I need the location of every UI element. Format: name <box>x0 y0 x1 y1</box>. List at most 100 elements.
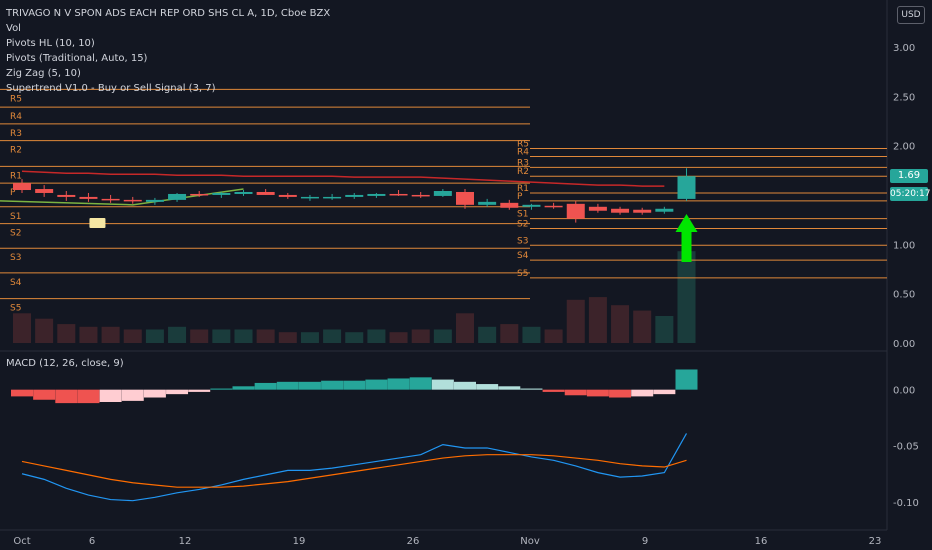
macd-histogram-bar <box>321 380 344 390</box>
volume-bars <box>13 251 696 343</box>
pivot-label-r1: R1 <box>10 171 22 181</box>
pivot-label-right-s3: S3 <box>517 236 528 246</box>
candle <box>323 196 342 199</box>
pivot-label-s5: S5 <box>10 304 21 314</box>
candle <box>278 194 297 197</box>
macd-tick-label: -0.10 <box>893 498 919 509</box>
volume-bar <box>389 332 408 343</box>
candle <box>300 196 319 199</box>
signal-arrows <box>89 214 698 262</box>
volume-bar <box>300 332 319 343</box>
volume-bar <box>456 313 474 343</box>
buy-signal-arrow <box>675 214 698 262</box>
currency-button[interactable]: USD <box>897 6 925 24</box>
time-tick-label: 9 <box>642 536 648 547</box>
volume-bar <box>79 326 98 343</box>
macd-histogram-bar <box>188 389 211 392</box>
pivot-label-right-s5: S5 <box>517 269 528 279</box>
symbol-title[interactable]: TRIVAGO N V SPON ADS EACH REP ORD SHS CL… <box>6 8 331 19</box>
macd-histogram-bar <box>166 389 189 395</box>
macd-histogram-bar <box>675 369 698 390</box>
candle <box>13 183 31 191</box>
volume-bar <box>544 329 563 343</box>
pivot-label-right-r2: R2 <box>517 167 529 177</box>
time-tick-label: 6 <box>89 536 95 547</box>
axes: 3.002.502.001.501.000.500.000.00-0.05-0.… <box>13 43 919 547</box>
macd-histogram-bar <box>33 389 56 400</box>
price-tick-label: 2.50 <box>893 92 915 103</box>
time-tick-label: Nov <box>520 536 540 547</box>
legend-vol[interactable]: Vol <box>6 23 21 34</box>
macd-histogram-bar <box>343 380 366 390</box>
macd-signal-line <box>21 454 687 488</box>
volume-bar <box>278 332 297 343</box>
macd-line <box>21 433 688 502</box>
pivot-label-right-r5: R5 <box>517 140 529 150</box>
countdown-tag: 05:20:17 <box>890 187 931 201</box>
candle <box>212 192 231 195</box>
volume-bar <box>145 329 164 343</box>
pivot-label-r5: R5 <box>10 94 22 104</box>
candle <box>256 191 275 195</box>
pivot-label-s1: S1 <box>10 212 21 222</box>
macd-tick-label: -0.05 <box>893 442 919 453</box>
pivot-label-right-s1: S1 <box>517 210 528 220</box>
macd-histogram-bar <box>454 381 476 390</box>
macd-histogram-bar <box>254 382 277 390</box>
pivot-label-r4: R4 <box>10 112 22 122</box>
candle <box>190 193 209 196</box>
candle <box>367 193 386 196</box>
macd-legend[interactable]: MACD (12, 26, close, 9) <box>6 358 124 369</box>
candle <box>101 198 120 201</box>
pivot-low-marker <box>89 218 106 228</box>
candle <box>123 199 142 202</box>
volume-bar <box>13 313 31 343</box>
legend-zigzag[interactable]: Zig Zag (5, 10) <box>6 68 81 79</box>
time-tick-label: 19 <box>293 536 306 547</box>
volume-bar <box>655 316 674 343</box>
volume-bar <box>234 329 253 343</box>
candle <box>655 208 674 212</box>
legend-pivots-hl[interactable]: Pivots HL (10, 10) <box>6 38 95 49</box>
candle <box>478 201 497 205</box>
legend-supertrend[interactable]: Supertrend V1.0 - Buy or Sell Signal (3,… <box>6 83 216 94</box>
volume-bar <box>677 251 696 343</box>
candle <box>566 203 585 219</box>
price-tick-label: 0.00 <box>893 339 915 350</box>
candle <box>345 194 364 197</box>
volume-bar <box>101 326 120 343</box>
pivot-label-s2: S2 <box>10 229 21 239</box>
macd-histogram-bar <box>121 389 144 401</box>
pivot-label-right-r4: R4 <box>517 147 529 157</box>
legend-pivots[interactable]: Pivots (Traditional, Auto, 15) <box>6 53 148 64</box>
macd-histogram-bar <box>653 389 676 395</box>
pivot-label-right-r3: R3 <box>517 158 529 168</box>
price-tick-label: 3.00 <box>893 43 915 54</box>
macd-histogram-bar <box>276 381 299 390</box>
time-tick-label: 16 <box>755 536 768 547</box>
macd-pane[interactable] <box>11 369 698 502</box>
pivot-label-right-s4: S4 <box>517 251 529 261</box>
candlestick-series[interactable] <box>13 168 696 223</box>
candle <box>79 196 98 199</box>
macd-histogram-bar <box>431 379 454 390</box>
volume-bar <box>611 305 630 343</box>
macd-histogram-bar <box>564 389 587 396</box>
macd-histogram-bar <box>99 389 122 402</box>
indicator-legend: TRIVAGO N V SPON ADS EACH REP ORD SHS CL… <box>6 6 330 96</box>
volume-bar <box>411 329 430 343</box>
macd-histogram-bar <box>365 379 388 390</box>
candle <box>611 208 630 213</box>
volume-bar <box>566 299 585 343</box>
candle <box>500 202 519 208</box>
pivot-label-r3: R3 <box>10 129 22 139</box>
pivot-label-right-r1: R1 <box>517 184 529 194</box>
macd-histogram-bar <box>498 386 521 390</box>
volume-bar <box>367 329 386 343</box>
macd-histogram-bar <box>387 378 410 390</box>
pivot-label-s3: S3 <box>10 253 21 263</box>
candle <box>588 206 607 211</box>
macd-histogram-bar <box>232 386 255 390</box>
candle <box>234 191 253 194</box>
